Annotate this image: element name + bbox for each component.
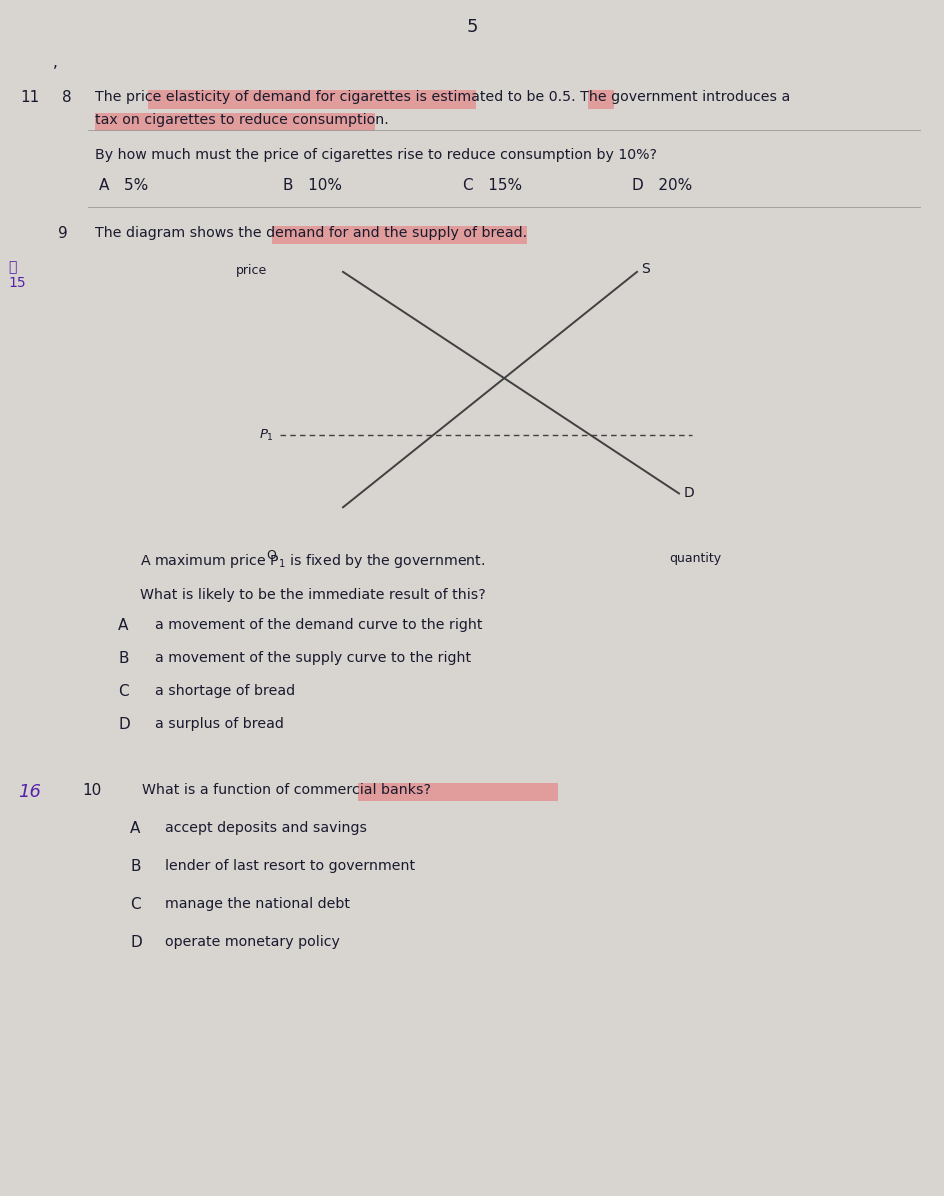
Text: 11: 11 (20, 90, 40, 105)
Text: lender of last resort to government: lender of last resort to government (165, 859, 415, 873)
Text: The diagram shows the demand for and the supply of bread.: The diagram shows the demand for and the… (95, 226, 527, 240)
Text: O: O (266, 549, 277, 562)
Text: What is a function of commercial banks?: What is a function of commercial banks? (142, 783, 431, 797)
Text: D: D (130, 935, 142, 950)
Text: C   15%: C 15% (463, 178, 522, 193)
Bar (148, 90, 476, 109)
Text: C: C (118, 684, 128, 698)
Bar (272, 226, 527, 244)
Text: C: C (130, 897, 141, 913)
Text: a movement of the supply curve to the right: a movement of the supply curve to the ri… (155, 651, 471, 665)
Text: A maximum price P$_1$ is fixed by the government.: A maximum price P$_1$ is fixed by the go… (140, 553, 485, 570)
Text: D: D (118, 716, 129, 732)
Text: accept deposits and savings: accept deposits and savings (165, 820, 367, 835)
Text: 10: 10 (82, 783, 101, 798)
Text: tax on cigarettes to reduce consumption.: tax on cigarettes to reduce consumption. (95, 112, 389, 127)
Text: 罗
15: 罗 15 (8, 260, 25, 291)
Text: B   10%: B 10% (283, 178, 342, 193)
Text: manage the national debt: manage the national debt (165, 897, 350, 911)
Text: D   20%: D 20% (632, 178, 693, 193)
Text: D: D (683, 487, 694, 500)
Text: a movement of the demand curve to the right: a movement of the demand curve to the ri… (155, 618, 482, 631)
Text: 16: 16 (18, 783, 41, 801)
Text: B: B (118, 651, 128, 666)
Text: 9: 9 (58, 226, 68, 242)
Text: operate monetary policy: operate monetary policy (165, 935, 340, 948)
Bar (358, 783, 558, 801)
Text: A: A (118, 618, 128, 633)
Bar (588, 90, 614, 109)
Text: B: B (130, 859, 141, 874)
Text: The price elasticity of demand for cigarettes is estimated to be 0.5. The govern: The price elasticity of demand for cigar… (95, 90, 790, 104)
Text: By how much must the price of cigarettes rise to reduce consumption by 10%?: By how much must the price of cigarettes… (95, 148, 657, 161)
Text: What is likely to be the immediate result of this?: What is likely to be the immediate resul… (140, 588, 486, 602)
Text: $P_1$: $P_1$ (259, 428, 274, 443)
Text: 5: 5 (466, 18, 478, 36)
Text: 8: 8 (62, 90, 72, 105)
Text: a shortage of bread: a shortage of bread (155, 684, 295, 698)
Text: ,: , (53, 55, 58, 71)
Text: S: S (641, 262, 650, 276)
Text: A: A (130, 820, 141, 836)
Text: price: price (236, 263, 267, 276)
Text: a surplus of bread: a surplus of bread (155, 716, 284, 731)
Text: A   5%: A 5% (99, 178, 148, 193)
Bar (95, 112, 375, 132)
Text: quantity: quantity (669, 551, 721, 565)
